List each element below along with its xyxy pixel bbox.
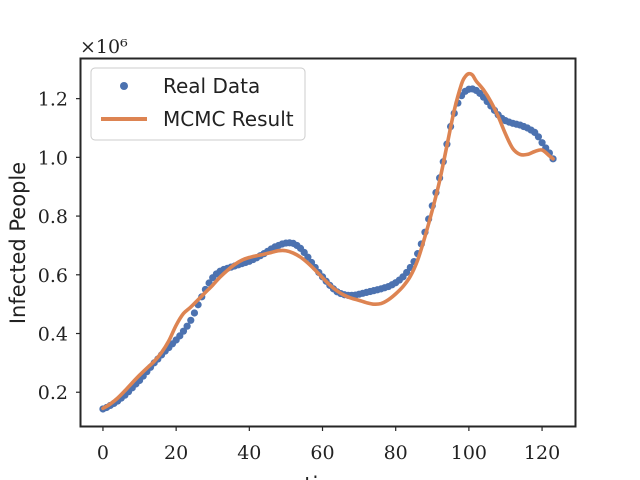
x-axis-label: time <box>304 473 351 480</box>
x-tick-label: 120 <box>524 442 560 464</box>
legend: Real Data MCMC Result <box>90 67 306 141</box>
x-axis: 0 20 40 60 80 100 120 <box>97 426 560 464</box>
x-tick-label: 80 <box>384 442 408 464</box>
legend-marker-real-data <box>120 82 128 90</box>
real-data-point <box>183 322 191 330</box>
y-tick-label: 0.6 <box>38 265 68 287</box>
y-tick-label: 0.2 <box>38 382 68 404</box>
real-data-point <box>179 327 188 335</box>
y-axis-multiplier: ×10⁶ <box>80 36 128 58</box>
real-data-point <box>538 139 546 147</box>
plot-data <box>99 71 557 413</box>
y-axis: 0.2 0.4 0.6 0.8 1.0 1.2 <box>38 89 81 404</box>
x-tick-label: 60 <box>310 442 334 464</box>
y-tick-label: 0.4 <box>38 324 68 346</box>
x-tick-label: 40 <box>237 442 261 464</box>
x-tick-label: 0 <box>97 442 109 464</box>
legend-label-mcmc-result: MCMC Result <box>163 107 294 131</box>
legend-box <box>90 67 306 141</box>
legend-label-real-data: Real Data <box>163 74 260 98</box>
real-data-point <box>190 309 199 317</box>
y-tick-label: 1.0 <box>38 147 68 169</box>
mcmc-result-line <box>101 71 555 411</box>
plot-frame <box>79 57 577 428</box>
y-axis-label: Infected People <box>6 162 30 324</box>
real-data-point <box>304 253 312 261</box>
real-data-point <box>534 133 543 141</box>
x-tick-label: 100 <box>451 442 487 464</box>
y-tick-label: 1.2 <box>38 89 68 111</box>
y-tick-label: 0.8 <box>38 206 68 228</box>
real-data-point <box>403 268 411 277</box>
real-data-point <box>187 316 195 324</box>
x-tick-label: 20 <box>164 442 188 464</box>
